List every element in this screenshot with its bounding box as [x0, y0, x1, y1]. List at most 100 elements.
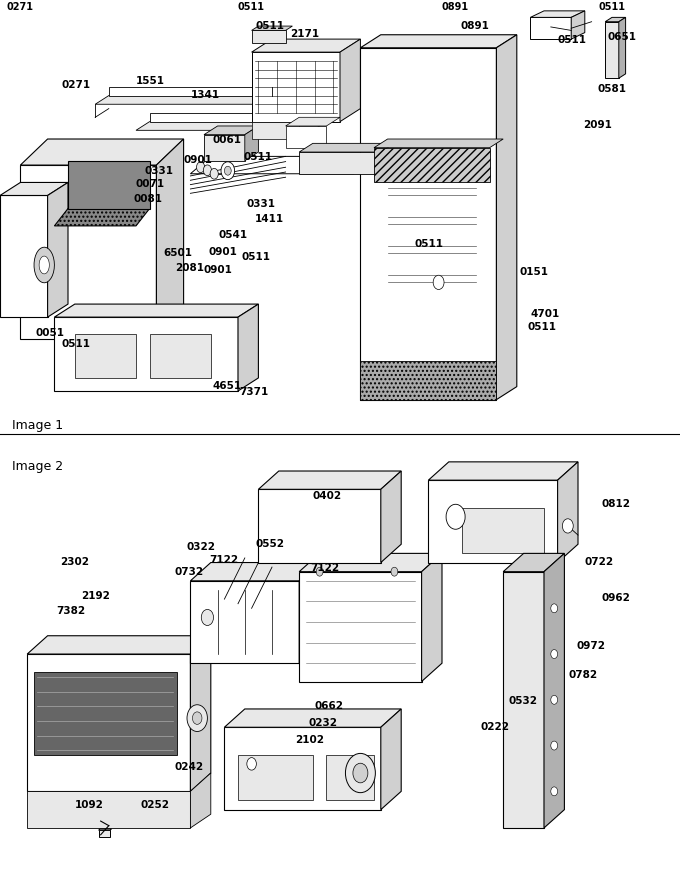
Polygon shape	[360, 360, 496, 400]
Polygon shape	[190, 581, 299, 664]
Polygon shape	[136, 121, 326, 130]
Text: 0541: 0541	[219, 229, 248, 240]
Text: 0271: 0271	[61, 79, 90, 90]
Text: 0532: 0532	[509, 696, 538, 706]
Text: 0552: 0552	[255, 539, 284, 549]
Polygon shape	[95, 95, 272, 104]
Text: 2302: 2302	[60, 557, 89, 567]
Circle shape	[224, 166, 231, 175]
Polygon shape	[360, 48, 496, 400]
Text: 0331: 0331	[145, 166, 174, 177]
Polygon shape	[558, 462, 578, 563]
Polygon shape	[252, 26, 292, 30]
Polygon shape	[571, 11, 585, 39]
Text: 0511: 0511	[558, 35, 587, 45]
Polygon shape	[156, 139, 184, 339]
Polygon shape	[224, 727, 381, 810]
Polygon shape	[258, 471, 401, 490]
Polygon shape	[252, 30, 286, 44]
Polygon shape	[299, 572, 422, 681]
Polygon shape	[252, 121, 299, 139]
Text: 1092: 1092	[75, 800, 103, 811]
Polygon shape	[190, 773, 211, 828]
Circle shape	[210, 169, 218, 179]
Polygon shape	[299, 152, 381, 174]
Text: 7122: 7122	[209, 555, 239, 566]
Circle shape	[221, 161, 235, 179]
Text: 0061: 0061	[213, 135, 242, 145]
Text: 0271: 0271	[7, 2, 34, 12]
Polygon shape	[530, 17, 571, 39]
Polygon shape	[252, 39, 360, 52]
Text: 1341: 1341	[190, 90, 220, 101]
Polygon shape	[374, 148, 490, 183]
Text: 0662: 0662	[315, 701, 344, 712]
Circle shape	[192, 712, 202, 724]
Text: 0901: 0901	[184, 154, 212, 165]
Text: 0322: 0322	[186, 541, 216, 552]
Circle shape	[433, 276, 444, 290]
Polygon shape	[224, 709, 401, 727]
Polygon shape	[238, 304, 258, 391]
Polygon shape	[68, 161, 150, 209]
Polygon shape	[245, 126, 258, 161]
Polygon shape	[204, 126, 258, 135]
Text: 0222: 0222	[481, 722, 510, 732]
Text: 0651: 0651	[607, 32, 636, 43]
Text: 0402: 0402	[313, 491, 342, 501]
Circle shape	[197, 161, 205, 172]
Polygon shape	[503, 572, 544, 828]
Text: 0732: 0732	[175, 566, 204, 577]
Polygon shape	[286, 126, 326, 148]
Text: 2081: 2081	[175, 263, 205, 274]
Polygon shape	[605, 17, 626, 21]
Polygon shape	[109, 87, 272, 95]
Polygon shape	[428, 480, 558, 563]
Circle shape	[187, 705, 207, 731]
Polygon shape	[381, 471, 401, 563]
Polygon shape	[20, 139, 184, 165]
Polygon shape	[258, 490, 381, 563]
Text: 0242: 0242	[174, 762, 203, 772]
Polygon shape	[204, 135, 245, 161]
Polygon shape	[27, 636, 211, 654]
Circle shape	[345, 754, 375, 793]
Polygon shape	[299, 144, 394, 152]
Text: 7371: 7371	[239, 387, 269, 398]
Circle shape	[201, 609, 214, 625]
Polygon shape	[99, 830, 110, 837]
Polygon shape	[422, 553, 442, 681]
Polygon shape	[27, 654, 190, 791]
Circle shape	[203, 165, 211, 176]
Polygon shape	[190, 563, 320, 581]
Polygon shape	[605, 21, 619, 78]
Polygon shape	[619, 17, 626, 78]
Text: 2091: 2091	[583, 120, 611, 130]
Circle shape	[551, 741, 558, 750]
Text: 0581: 0581	[597, 84, 626, 95]
Circle shape	[247, 757, 256, 770]
Text: Image 1: Image 1	[12, 418, 63, 432]
Text: 0511: 0511	[238, 2, 265, 12]
Text: 0901: 0901	[208, 247, 237, 258]
Text: 0722: 0722	[585, 557, 614, 567]
Circle shape	[316, 567, 323, 576]
Circle shape	[562, 519, 573, 533]
Text: 0511: 0511	[255, 21, 284, 31]
Text: 0511: 0511	[61, 339, 90, 350]
Polygon shape	[530, 11, 585, 17]
Text: 2171: 2171	[290, 29, 320, 39]
Text: 0331: 0331	[246, 199, 275, 210]
Polygon shape	[34, 673, 177, 755]
Circle shape	[551, 604, 558, 613]
Circle shape	[353, 764, 368, 783]
Text: 0051: 0051	[35, 327, 65, 338]
Polygon shape	[496, 35, 517, 400]
Text: 0972: 0972	[577, 640, 606, 651]
Polygon shape	[39, 256, 50, 274]
Text: 0071: 0071	[136, 178, 165, 189]
Polygon shape	[99, 829, 112, 830]
Polygon shape	[360, 35, 517, 48]
Polygon shape	[299, 563, 320, 664]
Text: 0151: 0151	[520, 267, 549, 277]
